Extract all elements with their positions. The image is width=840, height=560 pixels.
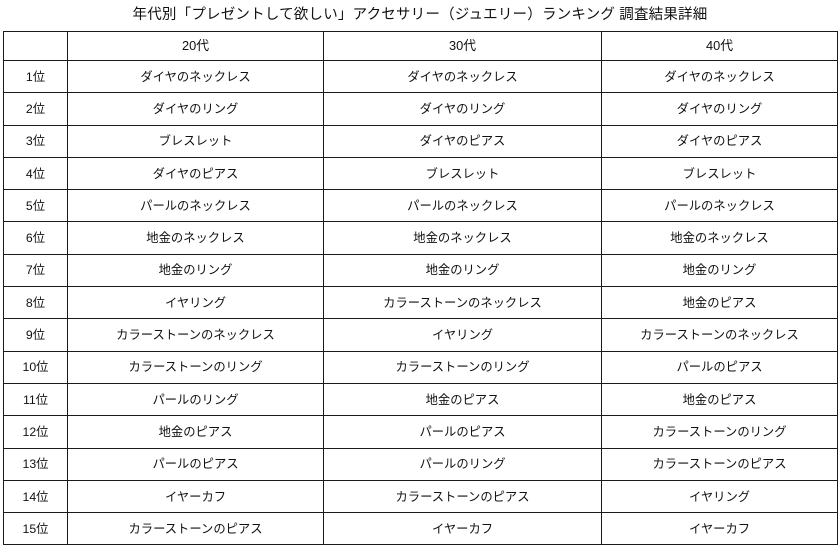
page-title: 年代別「プレゼントして欲しい」アクセサリー（ジュエリー）ランキング 調査結果詳細 xyxy=(132,7,708,23)
table-row: 2位 ダイヤのリング ダイヤのリング ダイヤのリング xyxy=(3,92,838,126)
cell-age-40s: ダイヤのリング xyxy=(601,92,838,126)
cell-age-30s: 地金のリング xyxy=(323,253,602,288)
cell-age-40s: カラーストーンのネックレス xyxy=(601,318,838,352)
cell-age-40s: 地金のピアス xyxy=(601,286,838,320)
cell-age-40s: 地金のネックレス xyxy=(601,221,838,255)
cell-age-40s: ブレスレット xyxy=(601,156,838,191)
table-header: 20代 30代 40代 xyxy=(3,31,838,61)
table-row: 12位 地金のピアス パールのピアス カラーストーンのリング xyxy=(3,415,838,449)
rank-cell: 3位 xyxy=(3,124,68,158)
rank-cell: 7位 xyxy=(3,253,68,288)
cell-age-40s: カラーストーンのリング xyxy=(601,415,838,449)
cell-age-30s: カラーストーンのリング xyxy=(323,350,602,384)
cell-age-40s: ダイヤのネックレス xyxy=(601,59,838,94)
ranking-table: 20代 30代 40代 1位 ダイヤのネックレス ダイヤのネックレス ダイヤのネックレ… xyxy=(3,31,838,546)
rank-cell: 12位 xyxy=(3,415,68,449)
table-row: 13位 パールのピアス パールのリング カラーストーンのピアス xyxy=(3,447,838,481)
column-header-age-30s: 30代 xyxy=(323,31,602,61)
table-row: 6位 地金のネックレス 地金のネックレス 地金のネックレス xyxy=(3,221,838,255)
cell-age-30s: 地金のピアス xyxy=(323,382,602,417)
rank-cell: 8位 xyxy=(3,286,68,320)
cell-age-40s: イヤーカフ xyxy=(601,512,838,546)
cell-age-20s: ダイヤのピアス xyxy=(67,156,324,191)
cell-age-40s: ダイヤのピアス xyxy=(601,124,838,158)
cell-age-30s: イヤリング xyxy=(323,318,602,352)
cell-age-30s: パールのリング xyxy=(323,447,602,481)
table-header-row: 20代 30代 40代 xyxy=(3,31,838,61)
cell-age-20s: ダイヤのネックレス xyxy=(67,59,324,94)
cell-age-30s: ダイヤのリング xyxy=(323,92,602,126)
rank-cell: 6位 xyxy=(3,221,68,255)
rank-cell: 14位 xyxy=(3,479,68,514)
cell-age-30s: 地金のネックレス xyxy=(323,221,602,255)
rank-cell: 5位 xyxy=(3,189,68,223)
cell-age-40s: カラーストーンのピアス xyxy=(601,447,838,481)
table-row: 14位 イヤーカフ カラーストーンのピアス イヤリング xyxy=(3,479,838,514)
rank-cell: 4位 xyxy=(3,156,68,191)
cell-age-40s: パールのピアス xyxy=(601,350,838,384)
cell-age-20s: パールのリング xyxy=(67,382,324,417)
rank-cell: 15位 xyxy=(3,512,68,546)
table-row: 15位 カラーストーンのピアス イヤーカフ イヤーカフ xyxy=(3,512,838,546)
table-row: 4位 ダイヤのピアス ブレスレット ブレスレット xyxy=(3,156,838,191)
rank-cell: 1位 xyxy=(3,59,68,94)
table-row: 1位 ダイヤのネックレス ダイヤのネックレス ダイヤのネックレス xyxy=(3,59,838,94)
cell-age-40s: 地金のリング xyxy=(601,253,838,288)
cell-age-30s: パールのピアス xyxy=(323,415,602,449)
cell-age-20s: 地金のリング xyxy=(67,253,324,288)
cell-age-20s: 地金のピアス xyxy=(67,415,324,449)
table-row: 10位 カラーストーンのリング カラーストーンのリング パールのピアス xyxy=(3,350,838,384)
rank-cell: 10位 xyxy=(3,350,68,384)
table-row: 3位 ブレスレット ダイヤのピアス ダイヤのピアス xyxy=(3,124,838,158)
table-row: 8位 イヤリング カラーストーンのネックレス 地金のピアス xyxy=(3,286,838,320)
cell-age-30s: ブレスレット xyxy=(323,156,602,191)
column-header-age-20s: 20代 xyxy=(67,31,324,61)
cell-age-20s: パールのネックレス xyxy=(67,189,324,223)
cell-age-20s: カラーストーンのネックレス xyxy=(67,318,324,352)
cell-age-30s: ダイヤのネックレス xyxy=(323,59,602,94)
cell-age-20s: ブレスレット xyxy=(67,124,324,158)
rank-cell: 13位 xyxy=(3,447,68,481)
ranking-table-container: 20代 30代 40代 1位 ダイヤのネックレス ダイヤのネックレス ダイヤのネックレ… xyxy=(3,31,838,546)
rank-cell: 11位 xyxy=(3,382,68,417)
cell-age-20s: ダイヤのリング xyxy=(67,92,324,126)
cell-age-30s: ダイヤのピアス xyxy=(323,124,602,158)
cell-age-20s: 地金のネックレス xyxy=(67,221,324,255)
cell-age-40s: イヤリング xyxy=(601,479,838,514)
cell-age-40s: パールのネックレス xyxy=(601,189,838,223)
table-row: 9位 カラーストーンのネックレス イヤリング カラーストーンのネックレス xyxy=(3,318,838,352)
cell-age-20s: カラーストーンのリング xyxy=(67,350,324,384)
table-row: 11位 パールのリング 地金のピアス 地金のピアス xyxy=(3,382,838,417)
cell-age-30s: パールのネックレス xyxy=(323,189,602,223)
table-row: 7位 地金のリング 地金のリング 地金のリング xyxy=(3,253,838,288)
rank-cell: 9位 xyxy=(3,318,68,352)
cell-age-30s: カラーストーンのピアス xyxy=(323,479,602,514)
column-header-age-40s: 40代 xyxy=(601,31,838,61)
table-body: 1位 ダイヤのネックレス ダイヤのネックレス ダイヤのネックレス 2位 ダイヤのリング ダイ… xyxy=(3,59,838,546)
column-header-rank xyxy=(3,31,68,61)
cell-age-30s: カラーストーンのネックレス xyxy=(323,286,602,320)
cell-age-40s: 地金のピアス xyxy=(601,382,838,417)
rank-cell: 2位 xyxy=(3,92,68,126)
cell-age-20s: パールのピアス xyxy=(67,447,324,481)
cell-age-30s: イヤーカフ xyxy=(323,512,602,546)
table-row: 5位 パールのネックレス パールのネックレス パールのネックレス xyxy=(3,189,838,223)
cell-age-20s: イヤリング xyxy=(67,286,324,320)
cell-age-20s: イヤーカフ xyxy=(67,479,324,514)
cell-age-20s: カラーストーンのピアス xyxy=(67,512,324,546)
